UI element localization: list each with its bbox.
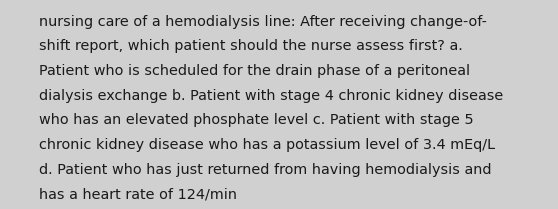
Text: chronic kidney disease who has a potassium level of 3.4 mEq/L: chronic kidney disease who has a potassi… [39,138,495,152]
Text: dialysis exchange b. Patient with stage 4 chronic kidney disease: dialysis exchange b. Patient with stage … [39,89,503,103]
Text: nursing care of a hemodialysis line: After receiving change-of-: nursing care of a hemodialysis line: Aft… [39,15,487,29]
Text: shift report, which patient should the nurse assess first? a.: shift report, which patient should the n… [39,39,463,53]
Text: has a heart rate of 124/min: has a heart rate of 124/min [39,187,237,201]
Text: d. Patient who has just returned from having hemodialysis and: d. Patient who has just returned from ha… [39,163,492,177]
Text: who has an elevated phosphate level c. Patient with stage 5: who has an elevated phosphate level c. P… [39,113,474,127]
Text: Patient who is scheduled for the drain phase of a peritoneal: Patient who is scheduled for the drain p… [39,64,470,78]
